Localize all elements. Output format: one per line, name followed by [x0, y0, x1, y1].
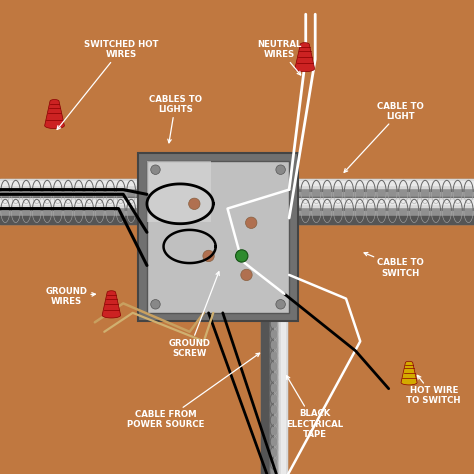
Text: CABLE FROM
POWER SOURCE: CABLE FROM POWER SOURCE	[127, 353, 260, 429]
Text: GROUND
WIRES: GROUND WIRES	[46, 287, 95, 306]
Circle shape	[203, 250, 214, 262]
Text: CABLE TO
SWITCH: CABLE TO SWITCH	[364, 253, 424, 277]
Text: CABLE TO
LIGHT: CABLE TO LIGHT	[344, 102, 424, 173]
Polygon shape	[295, 43, 315, 72]
Text: NEUTRAL
WIRES: NEUTRAL WIRES	[257, 40, 302, 75]
Text: SWITCHED HOT
WIRES: SWITCHED HOT WIRES	[57, 40, 158, 129]
Circle shape	[151, 165, 160, 174]
Text: GROUND
SCREW: GROUND SCREW	[169, 272, 219, 358]
Circle shape	[241, 269, 252, 281]
Bar	[138, 153, 298, 321]
Circle shape	[151, 300, 160, 309]
Text: BLACK
ELECTRICAL
TAPE: BLACK ELECTRICAL TAPE	[286, 376, 344, 439]
Circle shape	[246, 217, 257, 228]
Circle shape	[236, 250, 248, 262]
Bar	[147, 161, 289, 313]
Circle shape	[276, 165, 285, 174]
Polygon shape	[102, 291, 120, 318]
Text: CABLES TO
LIGHTS: CABLES TO LIGHTS	[149, 95, 202, 143]
Polygon shape	[45, 100, 64, 128]
Text: HOT WIRE
TO SWITCH: HOT WIRE TO SWITCH	[407, 375, 461, 405]
Polygon shape	[401, 361, 417, 385]
Bar	[147, 161, 211, 222]
Circle shape	[276, 300, 285, 309]
Circle shape	[189, 198, 200, 210]
